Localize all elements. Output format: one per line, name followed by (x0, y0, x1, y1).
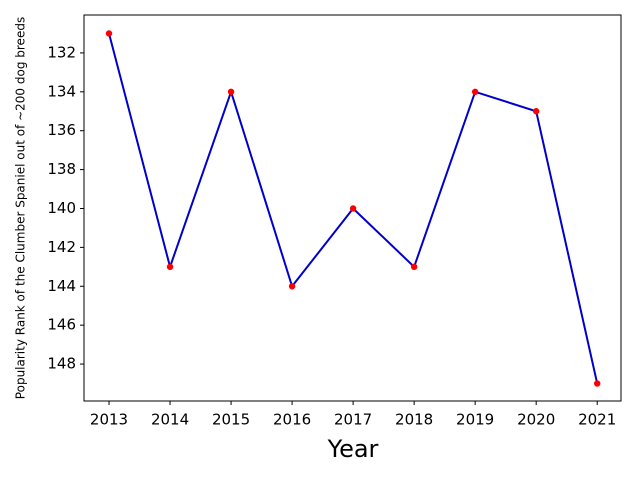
x-tick-label: 2015 (212, 411, 250, 429)
x-tick-label: 2013 (90, 411, 128, 429)
y-tick-label: 148 (47, 355, 76, 373)
point (349, 205, 357, 212)
y-tick-label: 138 (47, 160, 76, 178)
y-axis-label: Popularity Rank of the Clumber Spaniel o… (14, 17, 28, 399)
y-tick-label: 142 (47, 238, 76, 256)
y-tick-label: 144 (47, 277, 76, 295)
point (410, 263, 418, 271)
x-tick-label: 2014 (151, 411, 189, 429)
x-tick-label: 2019 (456, 411, 494, 429)
point (532, 108, 540, 115)
x-tick-label: 2020 (517, 411, 555, 429)
x-tick-label: 2018 (395, 411, 433, 429)
y-tick-label: 146 (47, 316, 76, 334)
x-axis-label: Year (327, 435, 379, 463)
x-tick-label: 2017 (334, 411, 372, 429)
point (471, 88, 479, 96)
y-tick-label: 136 (47, 121, 76, 139)
point (105, 30, 113, 37)
point (227, 88, 235, 96)
y-tick-label: 132 (47, 43, 76, 61)
point (166, 263, 174, 271)
x-tick-label: 2021 (578, 411, 616, 429)
point (288, 283, 296, 290)
point (594, 380, 601, 387)
x-tick-label: 2016 (273, 411, 311, 429)
y-tick-label: 134 (47, 82, 76, 100)
y-tick-label: 140 (47, 199, 76, 217)
